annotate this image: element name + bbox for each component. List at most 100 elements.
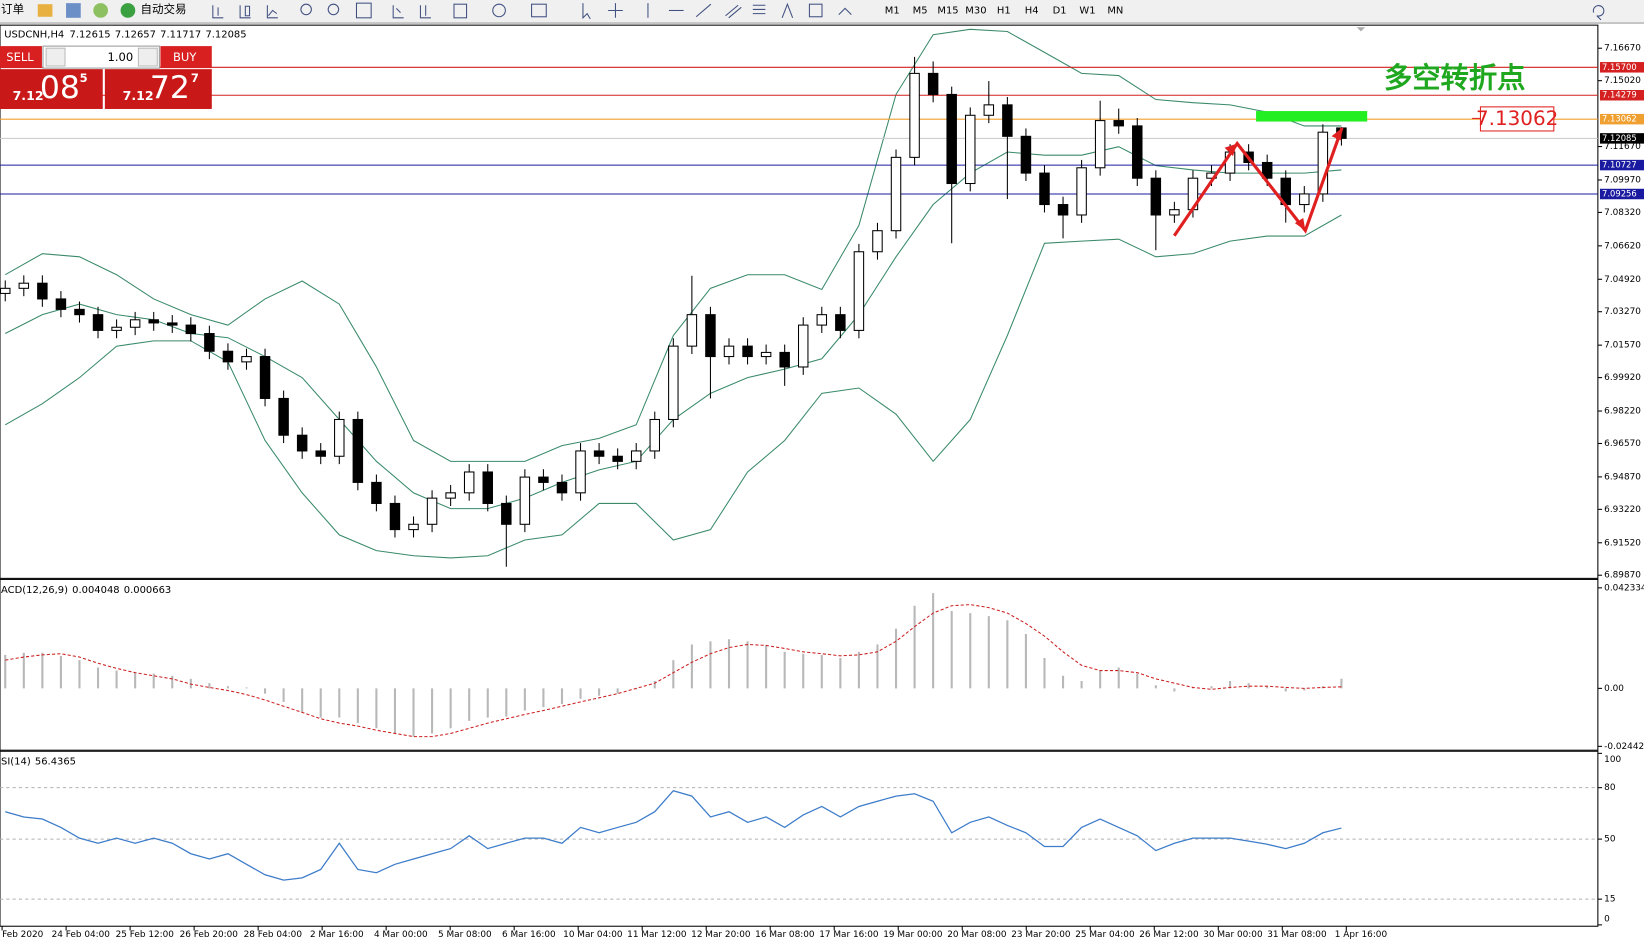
icon[interactable] — [392, 5, 404, 19]
icon[interactable] — [492, 3, 506, 18]
current-price-label: 7.12085 — [1602, 133, 1637, 143]
sell-button[interactable] — [0, 46, 42, 69]
lot-input[interactable] — [42, 45, 160, 69]
icon[interactable] — [582, 3, 591, 20]
candle-body — [872, 230, 883, 253]
rsi-title: SI(14) — [1, 757, 31, 768]
candle-body — [167, 322, 178, 326]
candle-body — [760, 351, 772, 358]
candle-body — [890, 156, 902, 232]
icon[interactable] — [608, 3, 623, 18]
x-tick-label: 25 Mar 04:00 — [1075, 930, 1135, 940]
ask-box[interactable] — [104, 69, 212, 109]
y-tick-label: 6.98220 — [1604, 407, 1641, 417]
icon[interactable] — [695, 3, 712, 18]
icon[interactable] — [93, 3, 108, 18]
search-icon[interactable] — [1592, 5, 1605, 21]
icon[interactable] — [752, 4, 766, 15]
candle-body — [983, 104, 995, 116]
candle-body — [835, 314, 846, 331]
icon[interactable] — [453, 3, 468, 19]
lot-up[interactable] — [137, 47, 158, 67]
icon[interactable] — [781, 2, 794, 19]
price-callout — [1479, 106, 1555, 132]
lot-down[interactable] — [45, 47, 66, 67]
candle-body — [371, 481, 382, 504]
timeframe-button[interactable]: M15 — [937, 5, 958, 16]
ask-big: 7.12 — [123, 88, 154, 103]
x-tick-label: 16 Mar 08:00 — [755, 930, 815, 940]
sell-label[interactable]: SELL — [6, 50, 34, 64]
candle-body — [538, 476, 549, 483]
icon[interactable] — [838, 7, 852, 16]
y-tick-label: 7.16670 — [1604, 44, 1641, 54]
icon[interactable] — [725, 4, 742, 19]
candle-body — [185, 324, 197, 335]
order-button[interactable]: 订单 — [1, 2, 24, 16]
candle-body — [501, 502, 512, 525]
candle-body — [204, 333, 215, 352]
icon[interactable] — [266, 5, 278, 19]
buy-button[interactable] — [160, 46, 212, 69]
lot-value[interactable]: 1.00 — [108, 50, 134, 64]
y-tick-label: 6.94870 — [1604, 472, 1641, 482]
bid-big: 7.12 — [13, 88, 44, 103]
candle-body — [927, 72, 939, 95]
price-header: USDCNH,H4 7.12615 7.12657 7.11717 7.12085 — [4, 30, 246, 41]
header-open: 7.12615 — [70, 30, 111, 41]
price-level-label: 7.09256 — [1602, 189, 1637, 199]
candle-body — [686, 314, 698, 347]
x-tick-label: 5 Mar 08:00 — [438, 930, 492, 940]
icon[interactable] — [120, 3, 136, 18]
x-tick-label: 17 Mar 16:00 — [819, 930, 879, 940]
price-level-tag — [1599, 159, 1644, 171]
candle-body — [909, 72, 920, 158]
icon[interactable] — [327, 3, 340, 16]
annotation-text: 多空转折点 — [1384, 62, 1525, 95]
icon[interactable] — [300, 3, 312, 16]
icon[interactable] — [808, 3, 823, 18]
candle-body — [1150, 177, 1162, 216]
x-tick-label: 20 Mar 08:00 — [947, 930, 1007, 940]
price-level-tag — [1599, 90, 1644, 101]
candle-body — [1261, 161, 1273, 179]
timeframe-button[interactable]: MN — [1107, 5, 1123, 16]
candle-body — [92, 314, 104, 331]
timeframe-button[interactable]: W1 — [1079, 5, 1095, 16]
icon[interactable] — [419, 5, 431, 19]
y-tick-label: 7.09970 — [1604, 175, 1641, 185]
candle-body — [445, 492, 456, 499]
timeframe-button[interactable]: M1 — [885, 5, 900, 16]
candle-body — [296, 434, 308, 452]
icon[interactable] — [66, 3, 81, 18]
macd-signal-line — [5, 604, 1342, 738]
auto-trade-button[interactable]: 自动交易 — [140, 2, 186, 16]
buy-label[interactable]: BUY — [173, 50, 197, 64]
price-level-tag — [1599, 188, 1644, 200]
timeframe-button[interactable]: M30 — [965, 5, 986, 16]
icon[interactable] — [531, 3, 547, 18]
timeframe-button[interactable]: D1 — [1053, 5, 1067, 16]
x-tick-label: 25 Feb 12:00 — [116, 930, 175, 940]
arrow-head — [1294, 217, 1306, 231]
y-tick-label: 6.93220 — [1604, 505, 1641, 515]
candle-body — [630, 450, 642, 462]
bid-box[interactable] — [0, 69, 103, 109]
timeframe-button[interactable]: H4 — [1025, 5, 1039, 16]
price-level-tag — [1599, 113, 1644, 125]
bollinger-upper — [4, 28, 1342, 462]
icon[interactable] — [355, 2, 372, 19]
y-tick-label: 6.96570 — [1604, 439, 1641, 449]
icon[interactable] — [212, 5, 224, 19]
candle-body — [779, 351, 790, 368]
chart-shift-marker — [1356, 27, 1366, 32]
candle-body — [1317, 131, 1329, 195]
timeframe-button[interactable]: M5 — [913, 5, 928, 16]
icon[interactable] — [37, 4, 53, 17]
ask-main: 72 — [150, 70, 190, 106]
icon[interactable] — [239, 5, 251, 19]
timeframe-button[interactable]: H1 — [997, 5, 1011, 16]
candle-body — [408, 523, 419, 531]
